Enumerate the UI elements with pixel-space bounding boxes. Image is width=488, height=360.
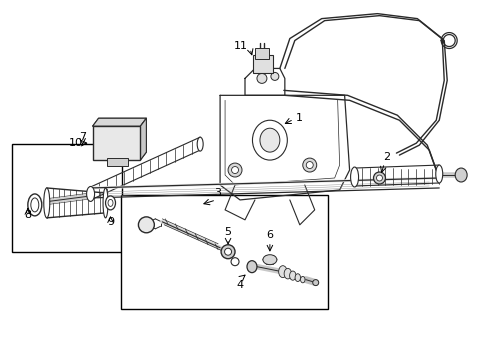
Ellipse shape xyxy=(231,167,238,174)
Text: 10: 10 xyxy=(68,138,82,148)
Ellipse shape xyxy=(105,196,115,210)
Ellipse shape xyxy=(312,280,318,285)
Ellipse shape xyxy=(230,258,239,266)
Text: 2: 2 xyxy=(382,152,389,162)
Ellipse shape xyxy=(256,73,266,84)
Bar xyxy=(12,144,122,252)
Ellipse shape xyxy=(305,162,313,168)
Bar xyxy=(121,195,327,310)
Text: 9: 9 xyxy=(107,217,114,227)
Ellipse shape xyxy=(227,163,242,177)
Ellipse shape xyxy=(263,255,276,265)
Bar xyxy=(254,48,268,59)
Ellipse shape xyxy=(197,137,203,151)
Text: 1: 1 xyxy=(295,113,302,123)
Ellipse shape xyxy=(294,274,300,282)
Text: 3: 3 xyxy=(214,188,221,198)
Ellipse shape xyxy=(31,198,39,212)
Ellipse shape xyxy=(435,165,442,183)
Ellipse shape xyxy=(284,268,291,279)
Ellipse shape xyxy=(224,248,231,255)
Circle shape xyxy=(138,217,154,233)
Ellipse shape xyxy=(350,167,358,187)
Ellipse shape xyxy=(454,168,466,182)
Ellipse shape xyxy=(221,245,235,259)
Polygon shape xyxy=(92,118,146,126)
Text: 8: 8 xyxy=(24,210,31,220)
Text: 4: 4 xyxy=(236,280,243,289)
Ellipse shape xyxy=(108,199,113,206)
Ellipse shape xyxy=(103,188,108,218)
Ellipse shape xyxy=(28,194,41,216)
Ellipse shape xyxy=(44,188,50,218)
Text: 5: 5 xyxy=(224,227,231,237)
Text: 7: 7 xyxy=(79,132,86,142)
Ellipse shape xyxy=(246,261,256,273)
Bar xyxy=(92,126,140,160)
Text: 11: 11 xyxy=(233,41,247,50)
Ellipse shape xyxy=(260,128,279,152)
Bar xyxy=(106,158,128,166)
Polygon shape xyxy=(140,118,146,160)
Ellipse shape xyxy=(278,266,286,278)
Ellipse shape xyxy=(289,271,295,280)
Circle shape xyxy=(373,172,385,184)
Circle shape xyxy=(376,175,382,181)
Bar xyxy=(252,55,272,73)
Ellipse shape xyxy=(300,276,305,283)
Ellipse shape xyxy=(270,72,278,80)
Ellipse shape xyxy=(302,158,316,172)
Ellipse shape xyxy=(86,186,94,201)
Text: 6: 6 xyxy=(266,230,273,240)
